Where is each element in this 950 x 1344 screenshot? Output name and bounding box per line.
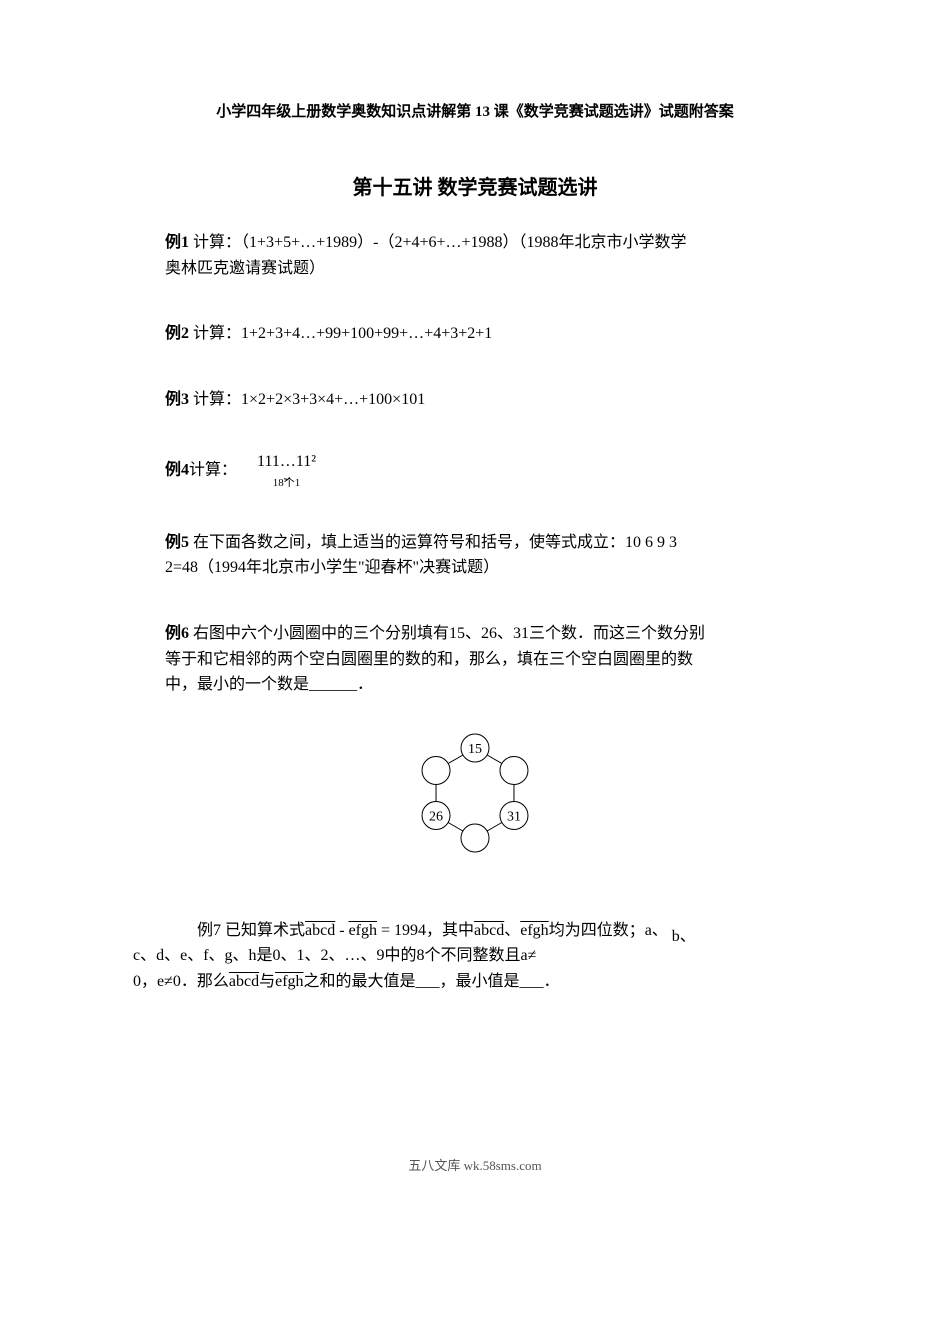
example-4-sub: 18个1 xyxy=(257,477,316,490)
example-1-line2: 奥林匹克邀请赛试题） xyxy=(165,260,325,277)
example-7-line2: c、d、e、f、g、h是0、1、2、…、9中的8个不同整数且a≠ xyxy=(133,943,536,969)
example-1: 例1 计算：（1+3+5+…+1989）-（2+4+6+…+1988）（1988… xyxy=(165,230,785,281)
example-6-line3: 中，最小的一个数是______． xyxy=(165,676,373,693)
example-7-line3a: 0，e≠0．那么 xyxy=(133,973,229,990)
document-title: 小学四年级上册数学奥数知识点讲解第 13 课《数学竞赛试题选讲》试题附答案 xyxy=(165,100,785,121)
svg-text:31: 31 xyxy=(507,809,521,824)
example-7-eq: = 1994，其中 xyxy=(377,922,474,939)
section-title: 第十五讲 数学竞赛试题选讲 xyxy=(165,171,785,200)
hexagon-diagram: 15 31 26 xyxy=(165,718,785,878)
example-7-with: 与 xyxy=(259,973,275,990)
example-2: 例2 计算：1+2+3+4…+99+100+99+…+4+3+2+1 xyxy=(165,321,785,347)
example-6-line2: 等于和它相邻的两个空白圆圈里的数的和，那么，填在三个空白圆圈里的数 xyxy=(165,651,693,668)
example-7-minus: - xyxy=(335,922,348,939)
example-7-abcd-2: abcd xyxy=(474,922,504,939)
page-footer: 五八文库 wk.58sms.com xyxy=(165,1155,785,1174)
example-4-calc: 计算： xyxy=(189,462,237,479)
example-5-label: 例5 xyxy=(165,534,189,551)
example-5-line1: 在下面各数之间，填上适当的运算符号和括号，使等式成立：10 6 9 3 xyxy=(189,534,677,551)
example-6-line1: 右图中六个小圆圈中的三个分别填有15、26、31三个数．而这三个数分别 xyxy=(189,625,705,642)
example-4-formula: 111…11² ⏟ 18个1 xyxy=(257,452,316,489)
example-6: 例6 右图中六个小圆圈中的三个分别填有15、26、31三个数．而这三个数分别 等… xyxy=(165,621,785,698)
example-7-efgh-1: efgh xyxy=(349,922,377,939)
example-3: 例3 计算：1×2+2×3+3×4+…+100×101 xyxy=(165,387,785,413)
example-7-efgh-2: efgh xyxy=(520,922,548,939)
example-4: 例4计算： 111…11² ⏟ 18个1 xyxy=(165,452,785,489)
example-1-line1: 计算：（1+3+5+…+1989）-（2+4+6+…+1988）（1988年北京… xyxy=(189,234,687,251)
example-7-b: b、 xyxy=(672,928,696,945)
example-3-label: 例3 xyxy=(165,391,189,408)
example-7-label: 例7 xyxy=(197,922,221,939)
svg-text:26: 26 xyxy=(429,809,443,824)
example-7-part4: 之和的最大值是___，最小值是___． xyxy=(304,973,560,990)
example-7-abcd-1: abcd xyxy=(305,922,335,939)
example-7-abcd-3: abcd xyxy=(229,973,259,990)
example-7-part1: 已知算术式 xyxy=(221,922,305,939)
example-7-sep1: 、 xyxy=(504,922,520,939)
example-7: 例7 已知算术式abcd - efgh = 1994，其中abcd、efgh均为… xyxy=(165,918,785,995)
example-7-part3: 均为四位数；a、 xyxy=(549,922,668,939)
example-6-label: 例6 xyxy=(165,625,189,642)
example-1-label: 例1 xyxy=(165,234,189,251)
hexagon-svg: 15 31 26 xyxy=(385,718,565,873)
example-7-efgh-3: efgh xyxy=(275,973,303,990)
example-5: 例5 在下面各数之间，填上适当的运算符号和括号，使等式成立：10 6 9 3 2… xyxy=(165,530,785,581)
example-2-text: 计算：1+2+3+4…+99+100+99+…+4+3+2+1 xyxy=(189,325,492,342)
svg-text:15: 15 xyxy=(468,742,482,757)
example-2-label: 例2 xyxy=(165,325,189,342)
example-5-line2: 2=48（1994年北京市小学生"迎春杯"决赛试题） xyxy=(165,559,499,576)
example-3-text: 计算：1×2+2×3+3×4+…+100×101 xyxy=(189,391,425,408)
example-4-label: 例4 xyxy=(165,462,189,479)
